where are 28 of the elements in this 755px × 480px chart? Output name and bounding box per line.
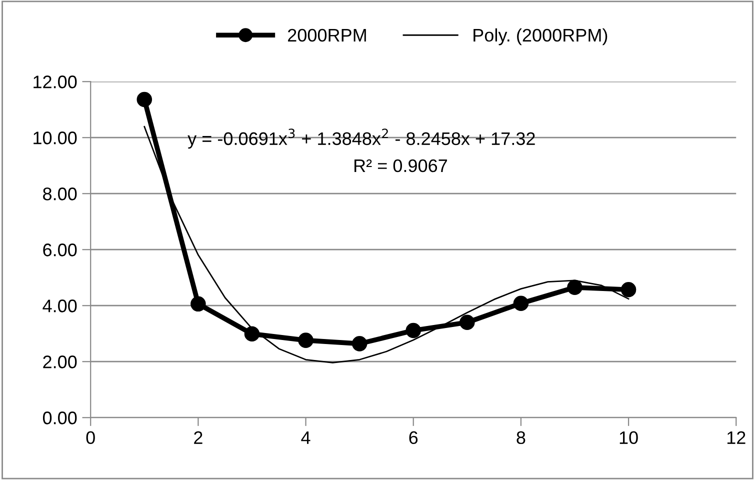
y-tick-label: 10.00 — [34, 132, 77, 144]
y-tick-label: 8.00 — [43, 188, 77, 200]
y-tick-label: 6.00 — [43, 244, 77, 256]
x-tick-label: 0 — [86, 431, 95, 444]
x-tick-label: 2 — [194, 431, 202, 444]
point — [136, 92, 152, 108]
legend-label: Poly. (2000RPM) — [474, 28, 608, 46]
y-tick-label: 12.00 — [34, 76, 77, 88]
point — [567, 280, 582, 296]
point — [513, 296, 529, 311]
point — [352, 336, 368, 352]
point — [244, 326, 260, 342]
x-tick-label: 10 — [620, 431, 638, 444]
point — [298, 332, 314, 348]
point — [460, 314, 475, 330]
point — [190, 296, 206, 312]
annotation: R² = 0.9067 — [354, 159, 447, 172]
x-tick-label: 12 — [727, 431, 746, 444]
y-tick-label: 2.00 — [43, 356, 77, 368]
x-tick-label: 4 — [301, 431, 310, 444]
y-tick-label: 0.00 — [42, 412, 77, 424]
x-tick-label: 6 — [409, 431, 418, 444]
annotation: y = -0.0691x$^{3}$ + 1.3848x$^{2}$ - 8.2458x + 17.32 — [188, 128, 535, 149]
legend-label: 2000RPM — [288, 28, 366, 42]
x-tick-label: 8 — [516, 431, 526, 444]
point — [406, 322, 421, 338]
point — [620, 282, 636, 298]
y-tick-label: 4.00 — [42, 300, 77, 312]
